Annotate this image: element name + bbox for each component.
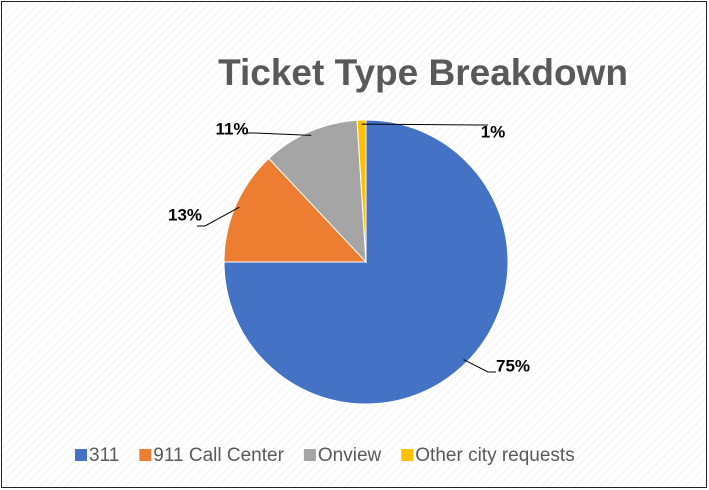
legend-label: Other city requests (415, 445, 574, 466)
legend-swatch (75, 449, 87, 461)
legend-label: Onview (318, 445, 382, 466)
pie-slice (268, 119, 367, 264)
chart-title: Ticket Type Breakdown (218, 52, 628, 93)
pie-slice (223, 119, 509, 405)
data-label: 1% (481, 122, 506, 141)
legend: 311 911 Call Center Onview Other city reque… (75, 445, 575, 466)
leader-line (463, 359, 496, 373)
data-label: 11% (215, 119, 248, 138)
pie-slice (223, 157, 368, 263)
legend-swatch (139, 449, 152, 461)
data-label: 75% (496, 356, 530, 375)
legend-label: 911 Call Center (153, 445, 284, 466)
legend-label: 311 (89, 445, 119, 466)
leader-line (247, 132, 312, 136)
legend-swatch (303, 449, 316, 461)
leader-line (197, 206, 240, 227)
leader-line (361, 123, 488, 126)
data-label: 13% (168, 205, 202, 224)
pie: 75% 13% 11% 1% (168, 119, 530, 405)
pie-slice (356, 119, 367, 263)
legend-swatch (401, 449, 414, 461)
